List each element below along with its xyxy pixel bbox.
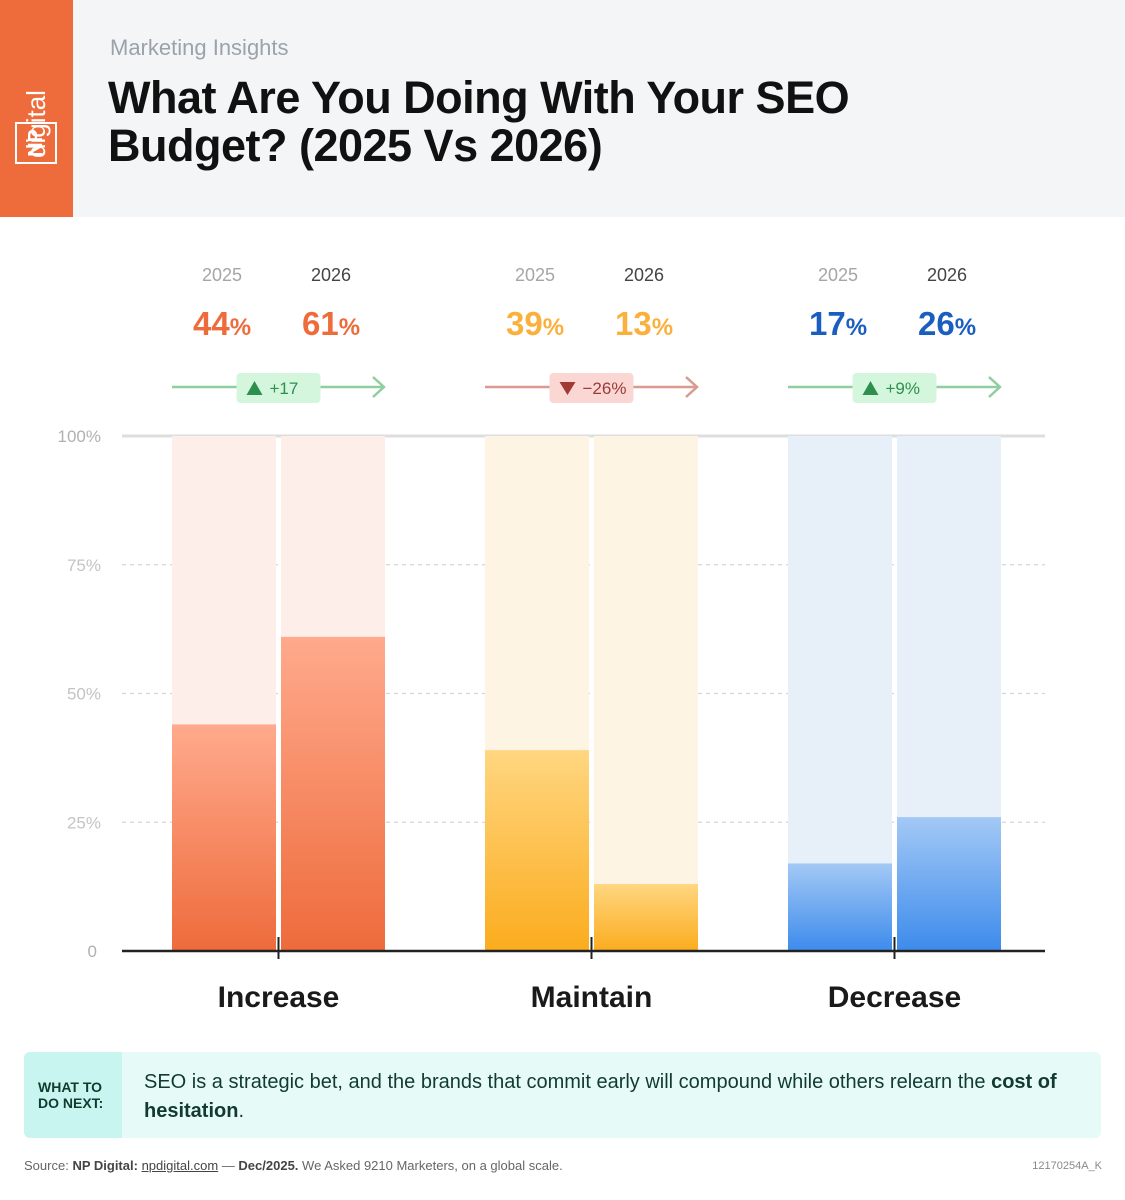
category-label: Decrease [828,981,961,1014]
y-tick-label: 100% [58,427,101,446]
next-step-label-box: WHAT TO DO NEXT: [24,1052,122,1138]
year-label: 2026 [927,265,967,285]
change-arrow-head [685,376,699,398]
change-arrow-head [988,376,1002,398]
source-footer: Source: NP Digital: npdigital.com — Dec/… [24,1158,563,1173]
year-label: 2026 [311,265,351,285]
value-label: 39% [506,305,564,342]
change-badge [236,373,321,403]
brand-block: digital NP [0,0,73,217]
up-triangle-icon [246,381,263,395]
value-label: 13% [615,305,673,342]
year-label: 2025 [818,265,858,285]
down-triangle-icon [559,382,576,395]
category-label: Increase [218,981,340,1014]
change-label: −26% [583,379,627,398]
bar-background [594,436,698,951]
bar-decrease-2026 [897,817,1001,951]
next-step-label: WHAT TO DO NEXT: [38,1079,104,1111]
category-label: Maintain [531,981,653,1014]
bar-decrease-2025 [788,863,892,951]
change-badge [852,373,937,403]
header-bar: digital NP Marketing Insights What Are Y… [0,0,1125,217]
source-dash: — [221,1158,235,1173]
change-badge [549,373,634,403]
y-tick-label: 50% [67,685,101,704]
value-label: 61% [302,305,360,342]
source-link[interactable]: npdigital.com [141,1158,219,1173]
value-label: 17% [809,305,867,342]
year-label: 2025 [202,265,242,285]
y-tick-label: 75% [67,556,101,575]
next-step-text: SEO is a strategic bet, and the brands t… [144,1068,1084,1126]
y-tick-label: 0 [88,942,97,961]
bar-maintain-2026 [594,884,698,951]
page-title: What Are You Doing With Your SEO Budget?… [108,72,850,171]
bar-chart: 0 25% 50% 75% 100% 2025 44% 2026 61% Increase +17 2… [58,265,1045,1014]
reference-code: 12170254A_K [1032,1160,1102,1172]
logo-box-text: NP [25,129,47,157]
y-tick-label: 25% [67,813,101,832]
np-digital-logo: digital NP [14,40,58,170]
next-step-box: WHAT TO DO NEXT: SEO is a strategic bet,… [24,1052,1101,1138]
value-label: 26% [918,305,976,342]
bar-maintain-2025 [485,750,589,951]
source-name: NP Digital: [72,1158,138,1173]
kicker-text: Marketing Insights [110,35,289,60]
change-label: +9% [886,379,921,398]
next-step-emphasis: cost of hesitation [144,1071,1057,1122]
next-step-body: SEO is a strategic bet, and the brands t… [144,1071,992,1093]
change-arrow-head [372,376,386,398]
bar-increase-2025 [172,724,276,951]
value-label: 44% [193,305,251,342]
change-label: +17 [270,379,299,398]
source-note: We Asked 9210 Marketers, on a global sca… [302,1158,563,1173]
up-triangle-icon [862,381,879,395]
logo-box: NP [15,122,57,164]
next-step-end: . [238,1100,245,1122]
source-date: Dec/2025. [238,1158,299,1173]
source-label: Source: [24,1158,69,1173]
year-label: 2026 [624,265,664,285]
year-label: 2025 [515,265,555,285]
bar-increase-2026 [281,636,385,951]
